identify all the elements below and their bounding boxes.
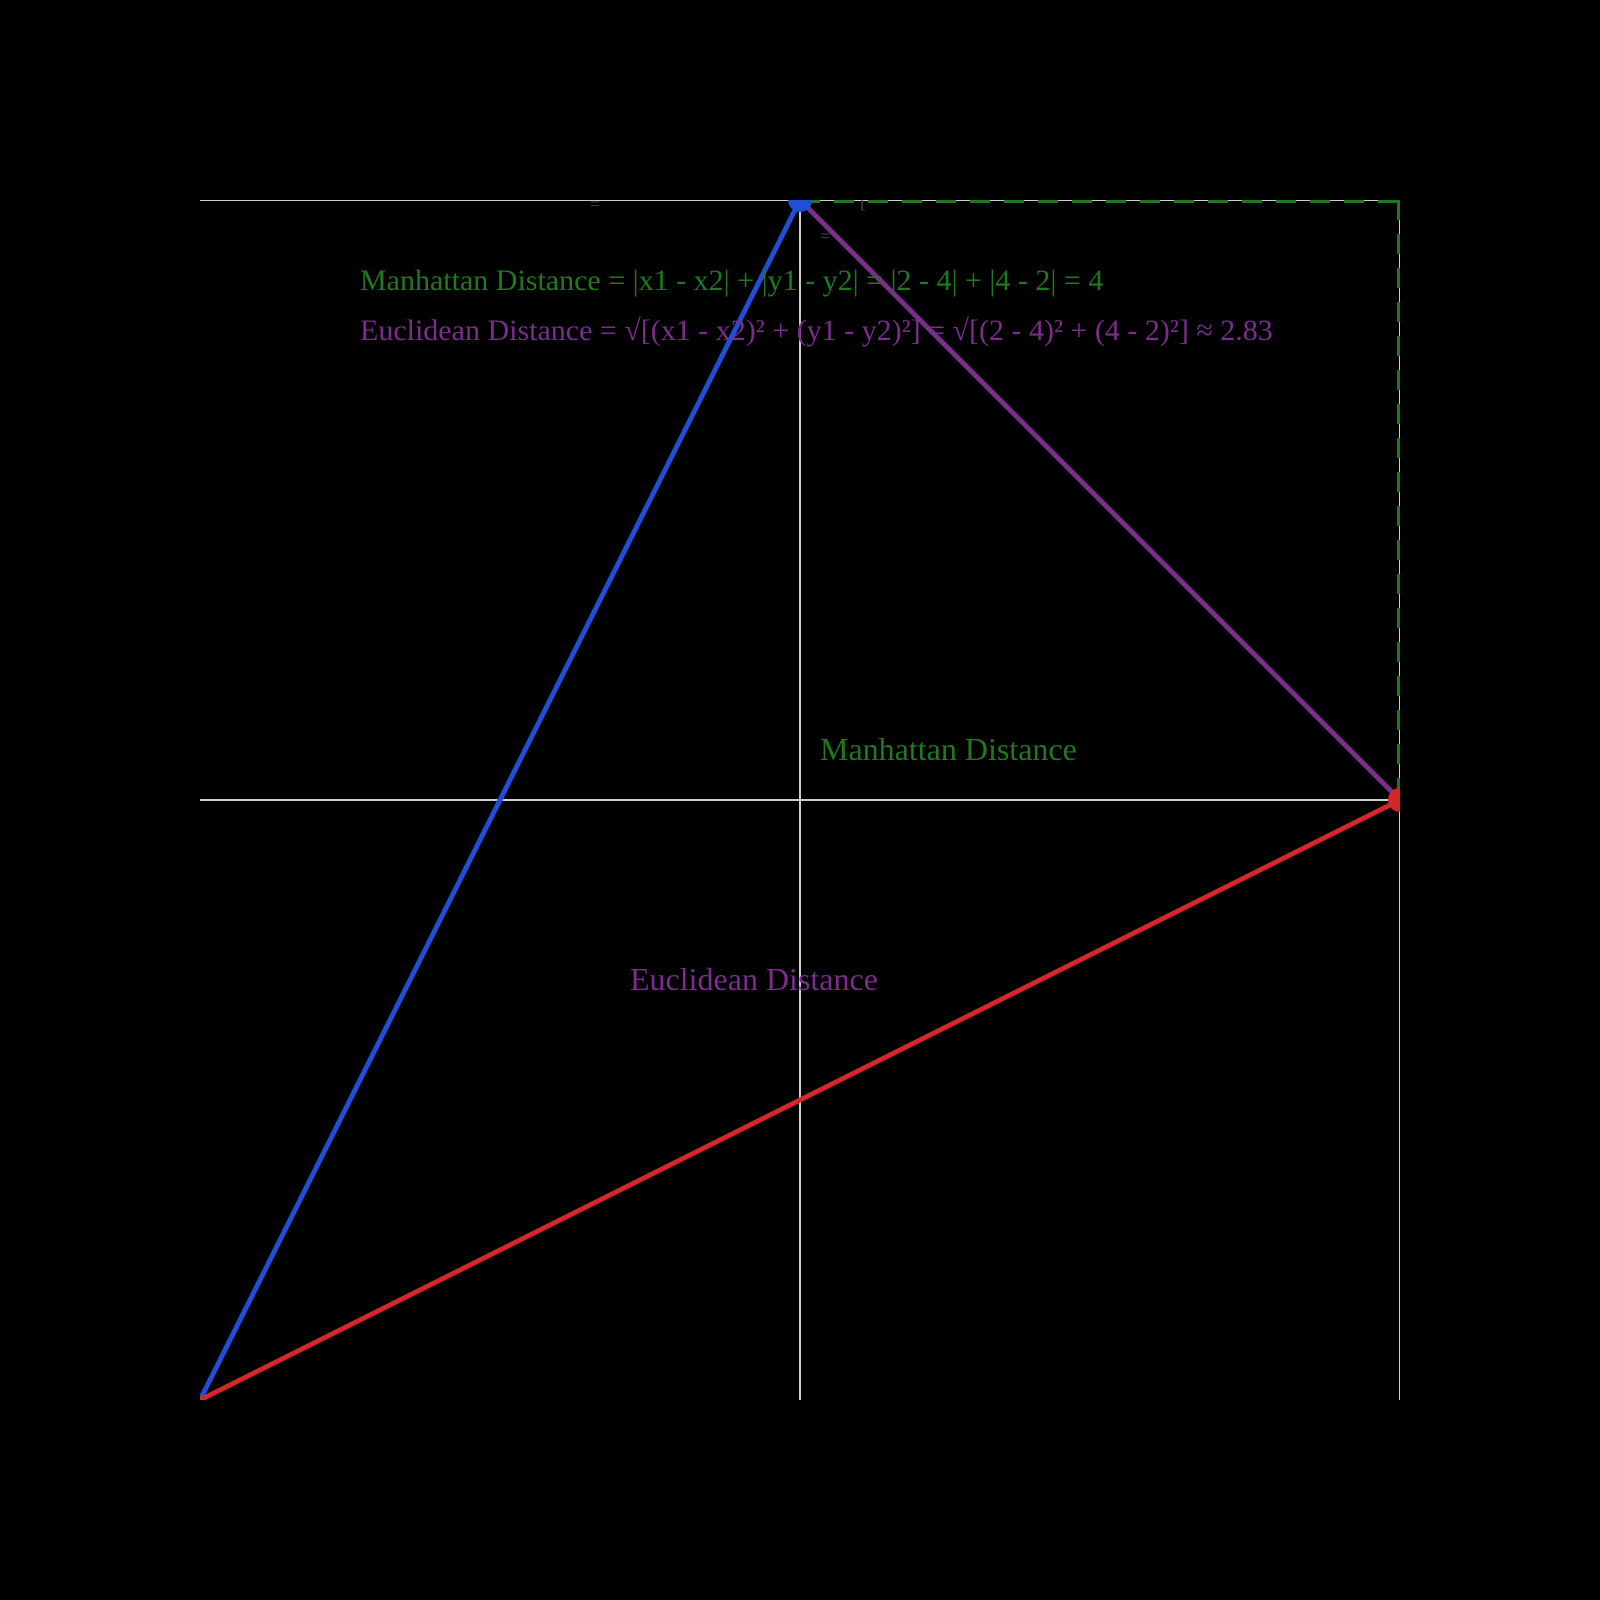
title-mark-small-eq: = [820, 226, 830, 246]
manhattan-label: Manhattan Distance [820, 731, 1077, 767]
diagram-canvas: Manhattan Distance Euclidean Distance Ma… [200, 200, 1400, 1400]
title-mark-bracket: [ [860, 200, 866, 212]
manhattan-formula: Manhattan Distance = |x1 - x2| + |y1 - y… [360, 264, 1103, 297]
euclidean-label: Euclidean Distance [630, 961, 878, 997]
grid [200, 200, 1400, 1400]
plot-svg: Manhattan Distance Euclidean Distance Ma… [200, 200, 1400, 1400]
title-mark-eq: = [590, 200, 600, 214]
euclidean-formula: Euclidean Distance = √[(x1 - x2)² + (y1 … [360, 314, 1273, 347]
